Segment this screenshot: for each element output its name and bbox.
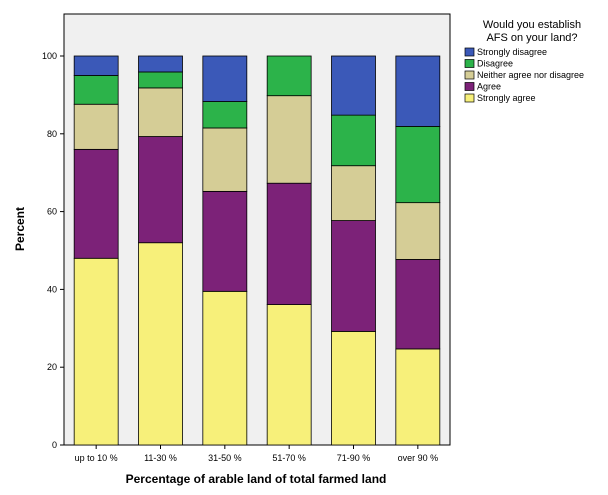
y-tick-label: 80 xyxy=(47,129,57,139)
legend-label-disagree: Disagree xyxy=(477,59,513,69)
y-axis-title: Percent xyxy=(13,207,27,251)
bar-segment-neither-agree-nor-disagree-1 xyxy=(73,103,119,150)
legend-label-neither-agree-nor-disagree: Neither agree nor disagree xyxy=(477,70,584,80)
bar-segment-disagree-3 xyxy=(202,101,248,129)
bar-segment-agree-3 xyxy=(202,190,248,292)
x-tick-label: 11-30 % xyxy=(144,453,177,463)
bar-segment-neither-agree-nor-disagree-3 xyxy=(202,127,248,192)
y-tick-label: 20 xyxy=(47,362,57,372)
bar-segment-neither-agree-nor-disagree-4 xyxy=(266,95,312,184)
bar-segment-agree-5 xyxy=(331,220,376,332)
legend-swatch-strongly-agree xyxy=(464,93,475,103)
bar-segment-neither-agree-nor-disagree-6 xyxy=(395,202,441,260)
bar-segment-agree-6 xyxy=(395,259,441,350)
bar-segment-strongly-disagree-5 xyxy=(331,55,376,116)
bar-segment-agree-2 xyxy=(138,136,183,244)
x-tick-label: over 90 % xyxy=(398,453,439,463)
bar-segment-disagree-4 xyxy=(266,55,312,97)
y-tick-label: 60 xyxy=(47,207,57,217)
legend: Would you establish AFS on your land? St… xyxy=(464,19,584,103)
bar-segment-strongly-agree-5 xyxy=(331,331,376,446)
x-tick-label: 71-90 % xyxy=(337,453,371,463)
legend-label-agree: Agree xyxy=(477,82,501,92)
y-tick-label: 40 xyxy=(47,284,57,294)
legend-swatch-disagree xyxy=(464,59,475,68)
bar-segment-strongly-disagree-2 xyxy=(138,55,183,73)
bar-segment-agree-4 xyxy=(266,182,312,305)
bar-segment-neither-agree-nor-disagree-2 xyxy=(138,87,183,137)
x-tick-label: 31-50 % xyxy=(208,453,242,463)
bar-segment-strongly-agree-4 xyxy=(266,304,312,446)
y-tick-label: 0 xyxy=(52,440,57,450)
bar-segment-neither-agree-nor-disagree-5 xyxy=(331,165,376,221)
legend-label-strongly-disagree: Strongly disagree xyxy=(477,47,547,57)
bar-segment-agree-1 xyxy=(73,148,119,259)
legend-swatch-agree xyxy=(464,82,475,91)
bar-segment-strongly-disagree-6 xyxy=(395,55,441,127)
legend-swatch-neither-agree-nor-disagree xyxy=(464,70,475,80)
bar-segment-disagree-5 xyxy=(331,114,376,167)
y-axis: 0 20 40 60 80 100 xyxy=(42,51,64,450)
x-axis-title: Percentage of arable land of total farme… xyxy=(126,472,387,486)
x-tick-label: up to 10 % xyxy=(75,453,118,463)
plot-area xyxy=(63,13,451,446)
x-axis: up to 10 % 11-30 % 31-50 % 51-70 % 71-90 % ov… xyxy=(75,445,438,463)
legend-title-line-1: Would you establish xyxy=(483,19,581,31)
bar-segment-strongly-agree-6 xyxy=(395,348,441,446)
bar-segment-disagree-2 xyxy=(138,71,183,89)
legend-label-strongly-agree: Strongly agree xyxy=(477,93,536,103)
bar-segment-strongly-agree-1 xyxy=(73,257,119,446)
bar-segment-disagree-6 xyxy=(395,126,441,204)
bars-group xyxy=(73,55,441,446)
bar-segment-strongly-agree-3 xyxy=(202,290,248,446)
bar-segment-disagree-1 xyxy=(73,75,119,105)
bar-segment-strongly-agree-2 xyxy=(138,242,183,446)
x-tick-label: 51-70 % xyxy=(272,453,306,463)
bar-segment-strongly-disagree-1 xyxy=(73,55,119,76)
legend-swatch-strongly-disagree xyxy=(464,47,475,57)
bar-segment-strongly-disagree-3 xyxy=(202,55,248,102)
y-tick-label: 100 xyxy=(42,51,57,61)
legend-title-line-2: AFS on your land? xyxy=(486,32,577,44)
